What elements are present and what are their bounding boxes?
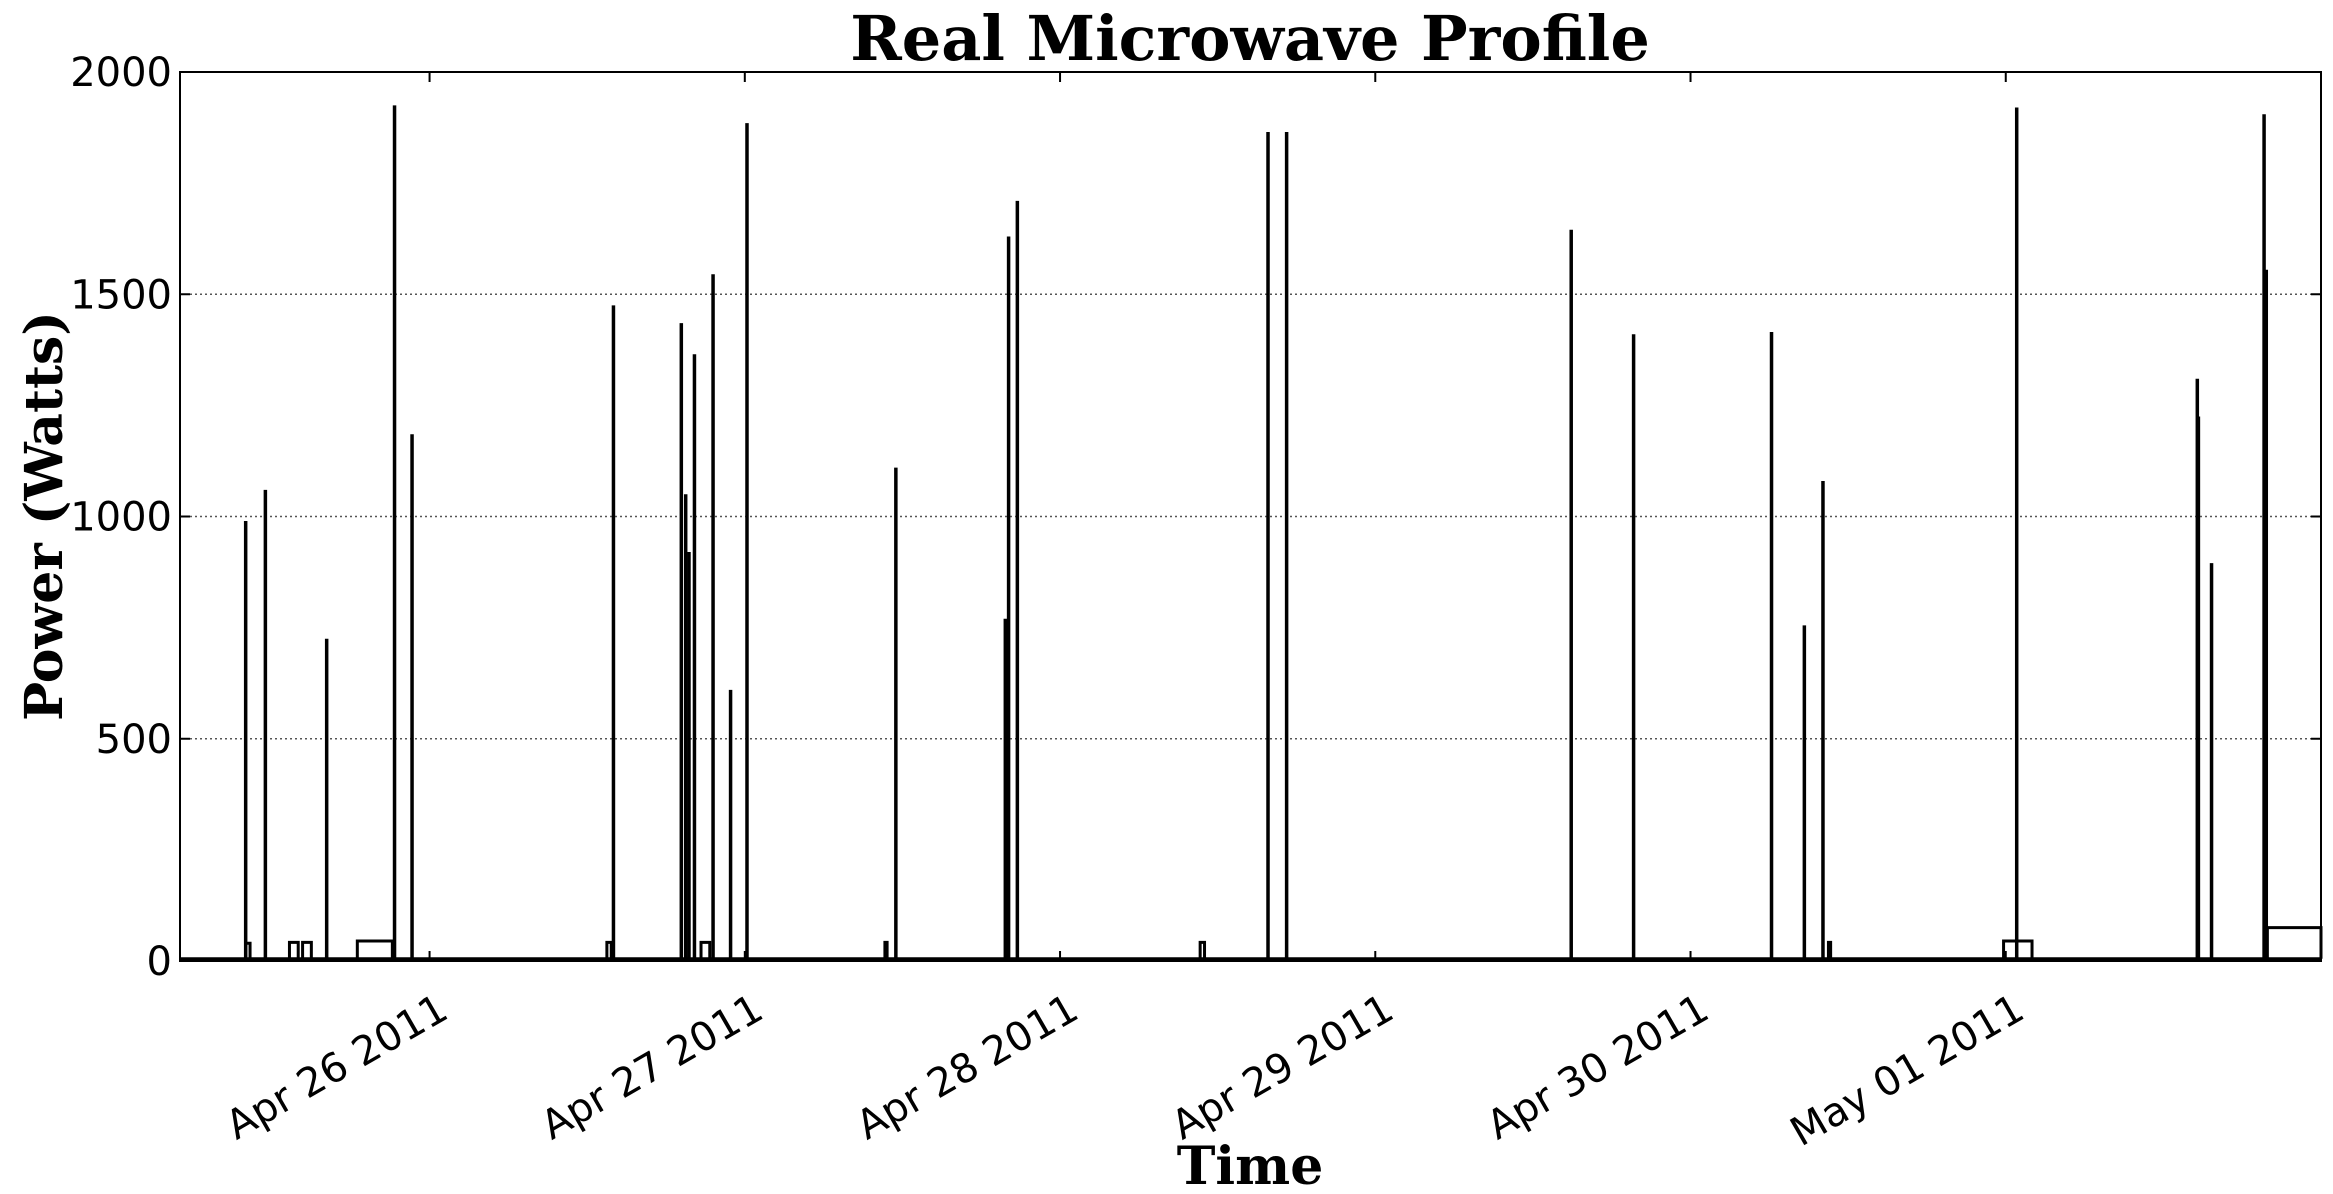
plateau-mark bbox=[1198, 940, 1207, 959]
y-tick-label: 1000 bbox=[70, 495, 172, 541]
plateau-mark bbox=[1826, 940, 1833, 959]
y-axis-label: Power (Watts) bbox=[14, 311, 75, 721]
plateau-mark bbox=[355, 939, 394, 959]
x-axis-label: Time bbox=[1177, 1136, 1324, 1194]
y-tick-label: 0 bbox=[147, 939, 172, 985]
plateau-mark bbox=[699, 940, 712, 959]
y-tick-label: 500 bbox=[96, 717, 172, 763]
plateau-mark bbox=[883, 940, 889, 959]
y-tick-label: 1500 bbox=[70, 272, 172, 318]
grid-lines bbox=[180, 293, 2321, 740]
plateau-mark bbox=[287, 940, 300, 959]
power-series bbox=[180, 105, 2323, 961]
chart-title: Real Microwave Profile bbox=[850, 2, 1650, 75]
y-tick-label: 2000 bbox=[70, 50, 172, 96]
plateau-mark bbox=[605, 940, 613, 959]
plateau-mark bbox=[301, 940, 313, 959]
